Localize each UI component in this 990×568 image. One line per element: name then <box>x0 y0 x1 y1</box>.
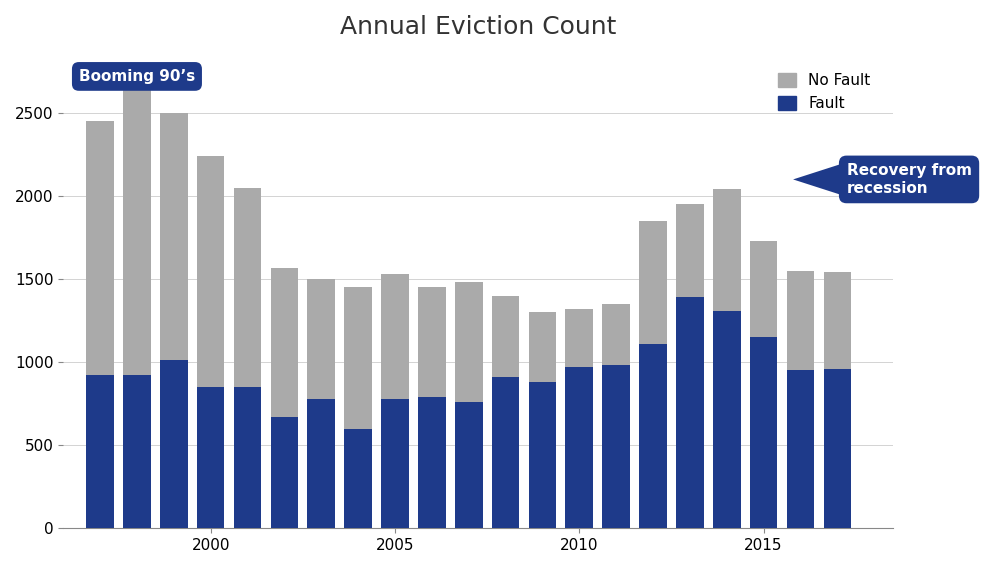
Polygon shape <box>793 163 844 196</box>
Bar <box>676 204 704 298</box>
Bar <box>640 344 667 528</box>
Bar <box>492 296 520 377</box>
Bar <box>529 312 556 382</box>
Bar <box>123 70 150 375</box>
Bar <box>454 282 482 402</box>
Bar <box>418 287 446 397</box>
Bar <box>676 298 704 528</box>
Bar <box>160 361 188 528</box>
Bar <box>197 156 225 387</box>
Bar <box>418 397 446 528</box>
Title: Annual Eviction Count: Annual Eviction Count <box>340 15 616 39</box>
Bar <box>824 369 851 528</box>
Bar <box>565 309 593 367</box>
Bar <box>713 189 741 311</box>
Text: Recovery from
recession: Recovery from recession <box>846 163 971 195</box>
Bar <box>602 304 630 365</box>
Bar <box>308 279 335 399</box>
Bar <box>602 365 630 528</box>
Bar <box>160 113 188 361</box>
Bar <box>454 402 482 528</box>
Bar <box>824 273 851 369</box>
Bar <box>529 382 556 528</box>
Bar <box>86 122 114 375</box>
Bar <box>197 387 225 528</box>
Bar <box>640 221 667 344</box>
Bar <box>308 399 335 528</box>
Bar <box>381 274 409 399</box>
Bar <box>713 311 741 528</box>
Bar <box>270 417 298 528</box>
Bar <box>270 268 298 417</box>
Bar <box>787 370 815 528</box>
Bar <box>234 188 261 387</box>
Bar <box>345 429 372 528</box>
Bar <box>565 367 593 528</box>
Bar <box>234 387 261 528</box>
Bar <box>123 375 150 528</box>
Bar <box>492 377 520 528</box>
Text: Booming 90’s: Booming 90’s <box>79 69 195 84</box>
Bar <box>749 337 777 528</box>
Bar <box>381 399 409 528</box>
Bar <box>749 241 777 337</box>
Bar <box>86 375 114 528</box>
Bar <box>787 271 815 370</box>
Legend: No Fault, Fault: No Fault, Fault <box>771 67 877 117</box>
Bar <box>345 287 372 429</box>
